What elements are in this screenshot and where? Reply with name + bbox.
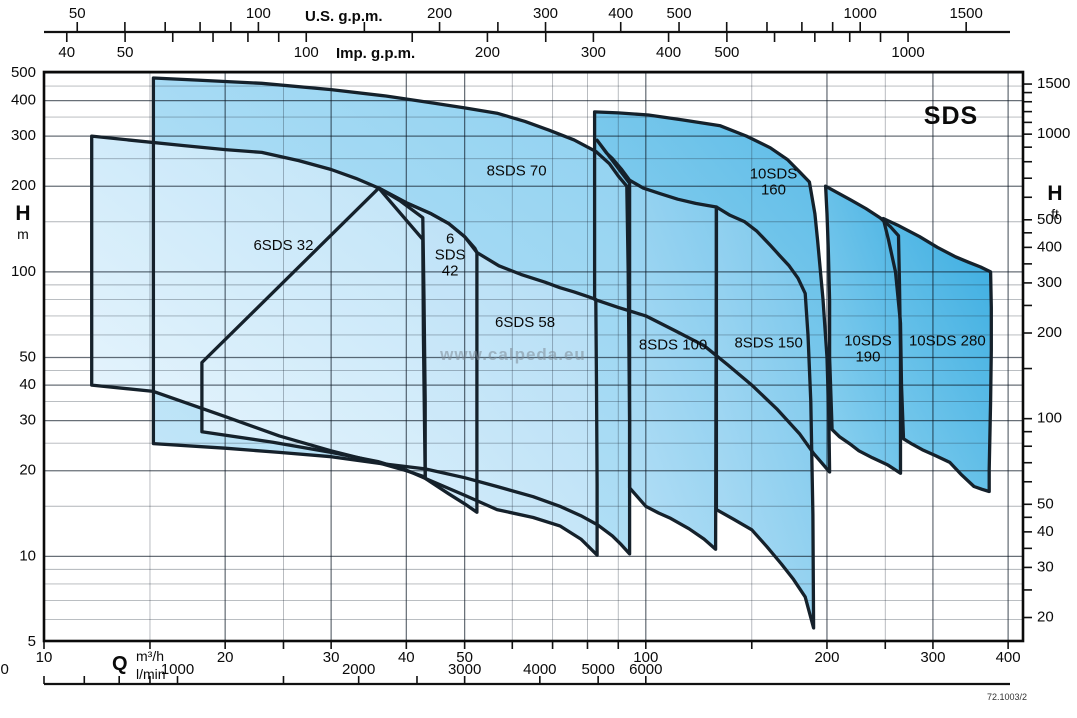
tick-label: 300	[1037, 274, 1062, 291]
tick-label: 300	[533, 5, 558, 22]
tick-label: 200	[1037, 324, 1062, 341]
tick-label: 1000	[891, 44, 924, 61]
envelope-area-10sds-280	[883, 218, 992, 492]
tick-label: 1000	[844, 5, 877, 22]
pump-label: 10SDS 280	[909, 332, 986, 349]
tick-label: 500	[1037, 211, 1062, 228]
axis-unit-ft: ft	[1051, 206, 1059, 222]
tick-label: 400	[656, 44, 681, 61]
envelope-area-8sds-100	[597, 140, 717, 550]
axis-label-us-gpm: U.S. g.p.m.	[305, 8, 383, 25]
tick-label: 1000	[1037, 125, 1070, 142]
tick-label: 20	[1037, 608, 1054, 625]
axis-unit-m: m	[17, 226, 29, 242]
tick-label: 1500	[949, 5, 982, 22]
envelope-outline-6sds-32	[90, 134, 427, 479]
axes: 50 100 200 300 400 500 1000 1500 40 50 100 200 300 40…	[0, 5, 1070, 686]
axis-label-imp-gpm: Imp. g.p.m.	[336, 45, 416, 62]
envelope-outlines	[90, 76, 993, 630]
tick-label: 500	[667, 5, 692, 22]
pump-label: 160	[761, 181, 786, 198]
tick-label: 40	[58, 44, 75, 61]
tick-label: 3000	[448, 661, 481, 678]
tick-label: 5	[28, 633, 36, 650]
tick-label: 300	[11, 127, 36, 144]
tick-label: 40	[1037, 523, 1054, 540]
pump-label: 8SDS 100	[639, 337, 707, 354]
tick-label: 6000	[629, 661, 662, 678]
axis-label-head-ft: H ft	[1042, 183, 1068, 221]
tick-label: 200	[814, 649, 839, 666]
tick-label: 200	[427, 5, 452, 22]
envelope-outline-8sds-100	[595, 138, 719, 551]
tick-label: 400	[608, 5, 633, 22]
tick-label: 5000	[581, 661, 614, 678]
tick-label: 4000	[523, 661, 556, 678]
tick-label: 200	[11, 177, 36, 194]
axis-unit-m3h: m³/h	[136, 648, 164, 664]
tick-label: 100	[294, 44, 319, 61]
axis-label-head-m: H m	[10, 203, 36, 241]
tick-label: 500	[714, 44, 739, 61]
tick-label: 500	[11, 64, 36, 81]
tick-label: 30	[1037, 558, 1054, 575]
tick-label: 20	[19, 462, 36, 479]
envelope-outline-8sds-70	[151, 76, 632, 556]
tick-label: 300	[920, 649, 945, 666]
pump-label: 6SDS 58	[495, 314, 555, 331]
pump-label: 10SDS	[750, 165, 798, 182]
tick-label: 400	[11, 92, 36, 109]
watermark: www.calpeda.eu	[440, 345, 586, 364]
tick-label: 500	[0, 661, 9, 678]
envelope-outline-10sds-160	[592, 110, 832, 474]
tick-label: 30	[19, 412, 36, 429]
tick-label: 50	[19, 348, 36, 365]
tick-label: 100	[11, 263, 36, 280]
tick-label: 30	[323, 649, 340, 666]
pump-label: 10SDS	[844, 332, 892, 349]
envelope-outline-10sds-190	[823, 184, 903, 475]
pump-label: 8SDS 150	[734, 334, 802, 351]
pump-label: SDS	[435, 246, 466, 263]
tick-label: 40	[19, 376, 36, 393]
pump-label: 6	[446, 230, 454, 247]
drawing-ref-number: 72.1003/2	[986, 692, 1027, 702]
tick-label: 2000	[342, 661, 375, 678]
tick-label: 300	[581, 44, 606, 61]
pump-label: 6SDS 32	[253, 237, 313, 254]
axis-label-q: Q	[112, 653, 128, 675]
pump-label: 8SDS 70	[487, 163, 547, 180]
tick-label: 200	[475, 44, 500, 61]
tick-label: 10	[19, 547, 36, 564]
tick-label: 50	[117, 44, 134, 61]
envelope-outline-6sds-42	[200, 186, 479, 514]
plot-frame	[42, 70, 1025, 643]
tick-label: 400	[996, 649, 1021, 666]
tick-label: 400	[1037, 238, 1062, 255]
tick-label: 100	[1037, 410, 1062, 427]
envelope-area-10sds-190	[825, 186, 901, 474]
tick-label: 20	[217, 649, 234, 666]
tick-label: 50	[456, 649, 473, 666]
pump-label: 42	[442, 262, 459, 279]
envelope-outline-8sds-150	[714, 205, 816, 630]
tick-label: 40	[398, 649, 415, 666]
axis-label-h-right: H	[1047, 182, 1063, 205]
chart-title: SDS	[923, 102, 979, 130]
tick-label: 1500	[1037, 75, 1070, 92]
tick-label: 50	[1037, 495, 1054, 512]
tick-label: 100	[246, 5, 271, 22]
axis-label-h-left: H	[15, 202, 31, 225]
grid	[44, 72, 1023, 641]
tick-label: 100	[633, 649, 658, 666]
axis-unit-lmin: l/min	[136, 666, 166, 682]
tick-label: 1000	[161, 661, 194, 678]
tick-label: 10	[36, 649, 53, 666]
pump-label: 190	[855, 348, 880, 365]
tick-label: 50	[69, 5, 86, 22]
